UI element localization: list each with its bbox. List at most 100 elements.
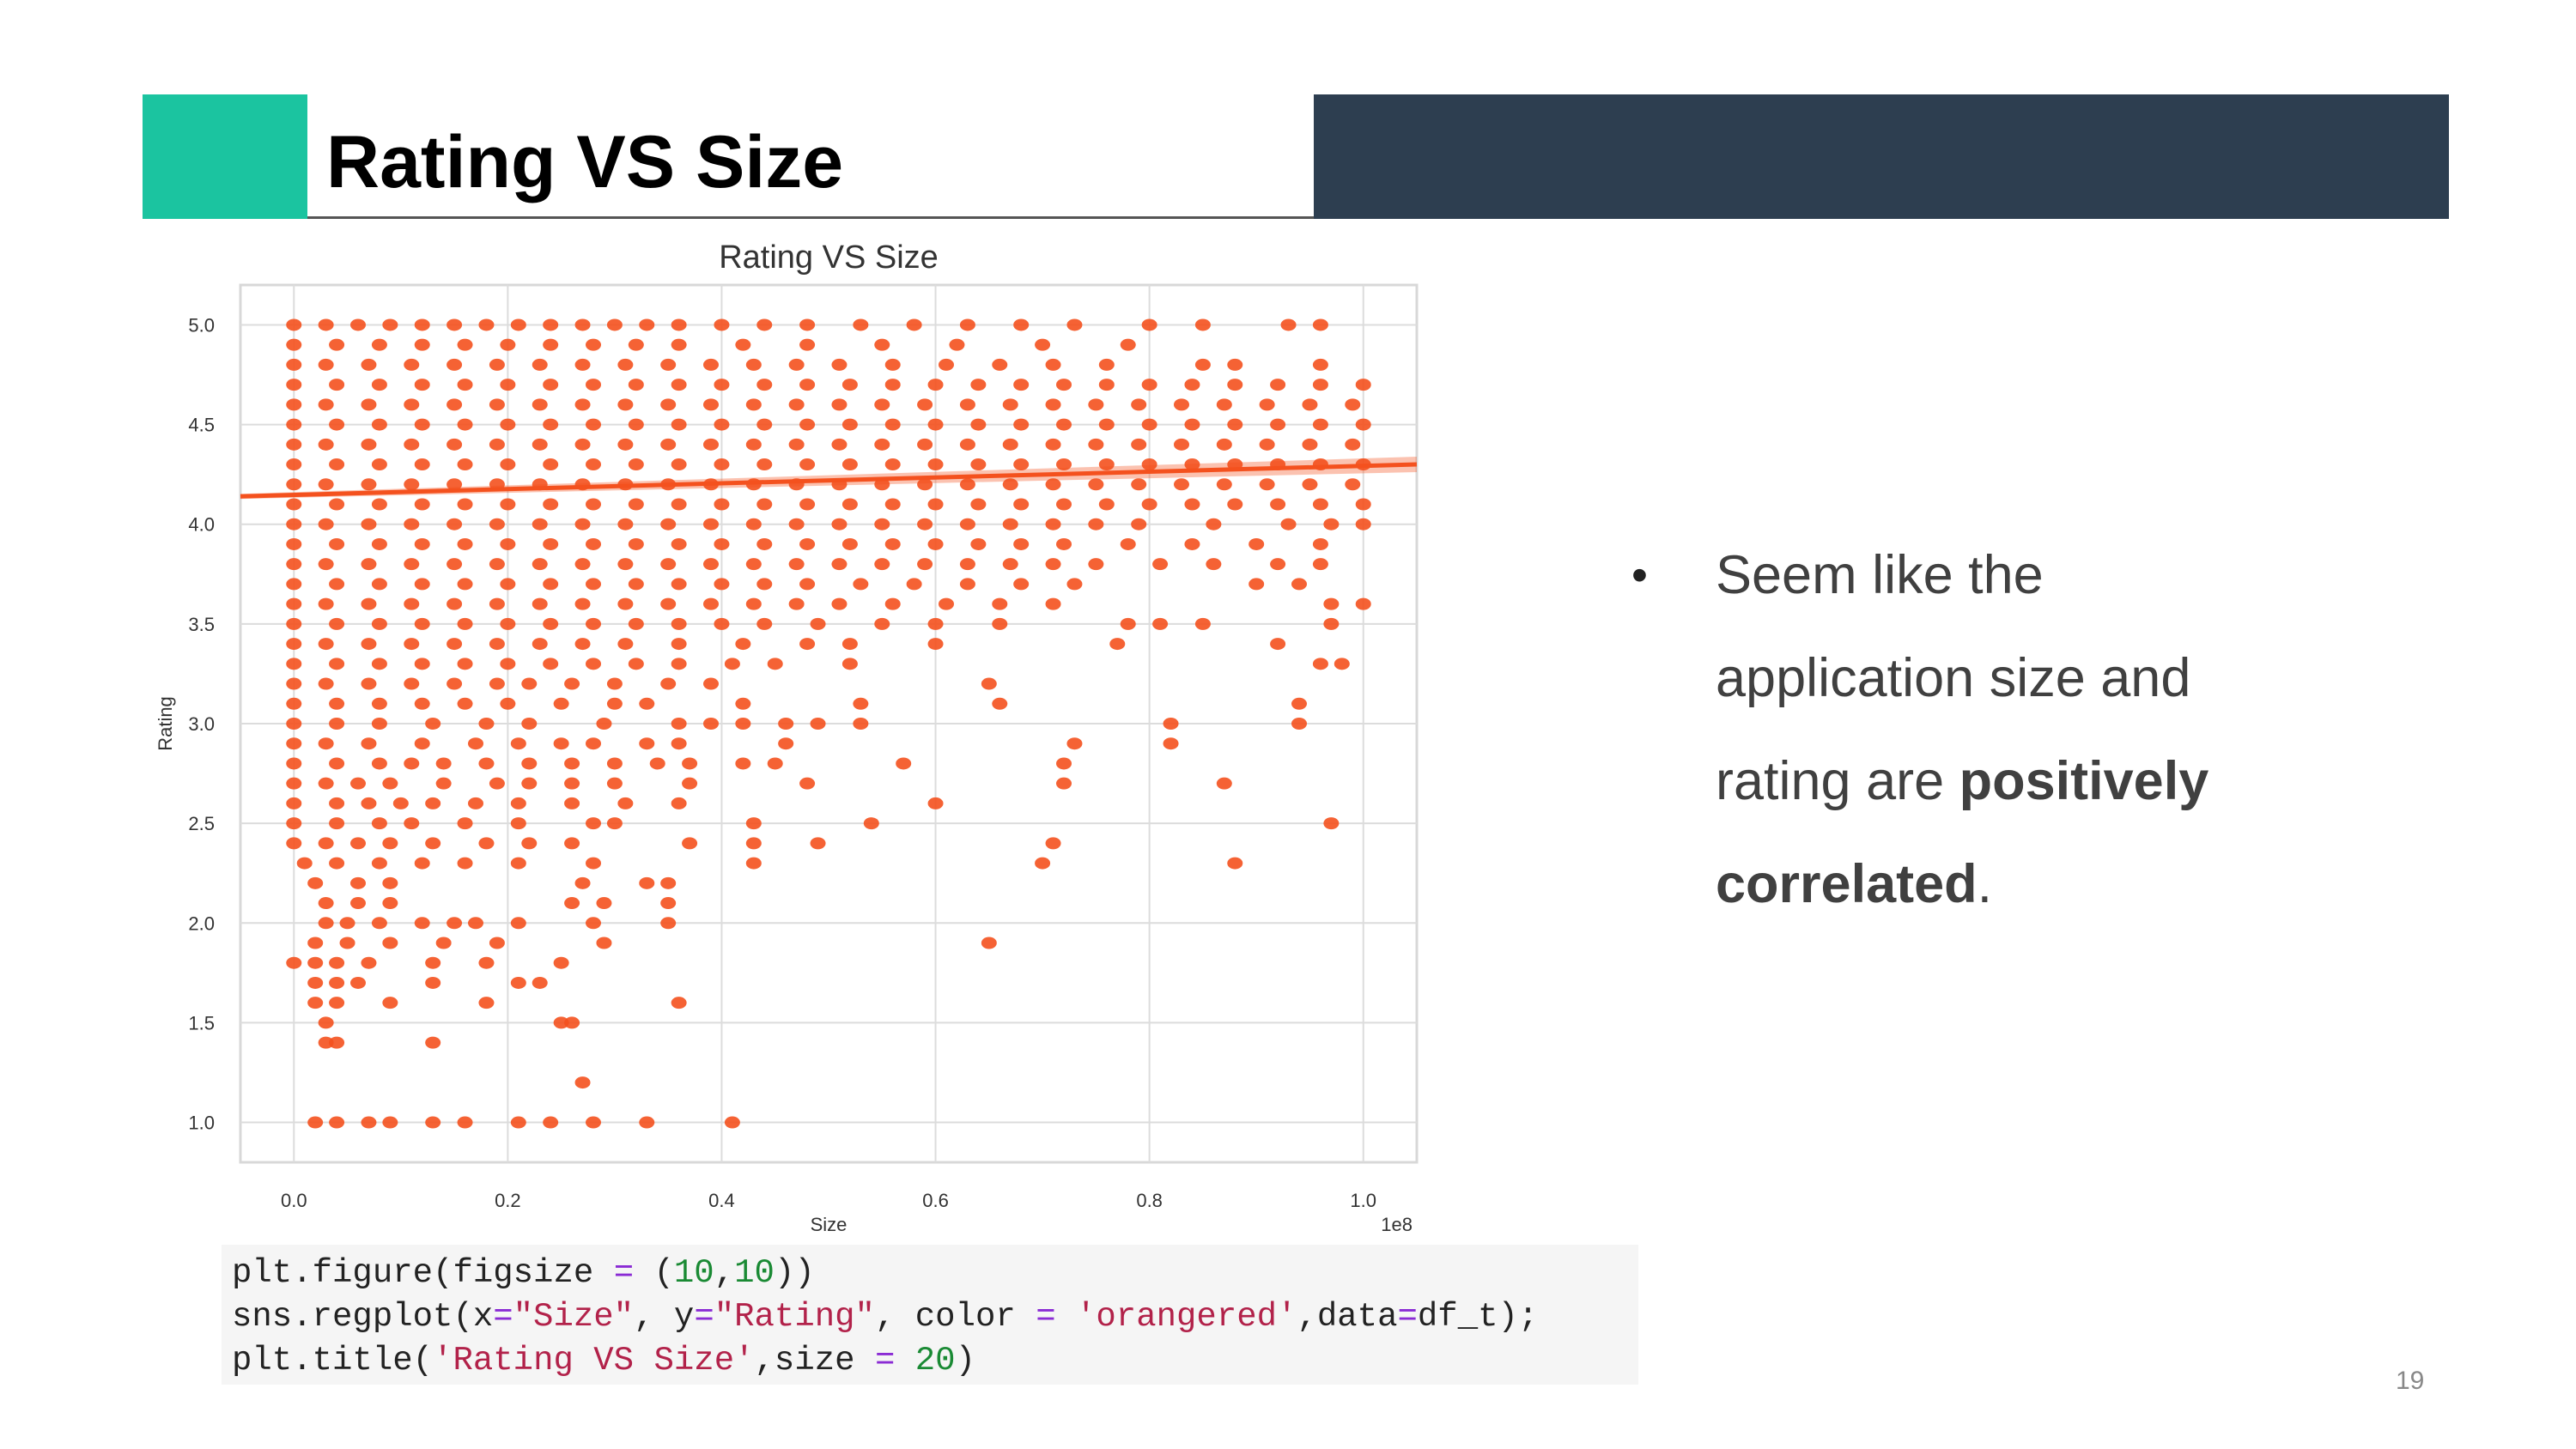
data-point [286,558,302,571]
data-point [447,518,463,530]
data-point [841,458,858,471]
data-point [532,597,548,610]
y-tick-label: 4.0 [188,514,215,536]
data-point [703,398,719,411]
data-point [361,956,377,969]
data-point [617,518,634,530]
data-point [992,617,1008,630]
data-point [1312,558,1328,571]
data-point [799,379,816,391]
data-point [745,558,762,571]
slide-title: Rating VS Size [326,121,844,203]
data-point [1216,398,1232,411]
data-point [756,458,773,471]
x-tick-label: 1.0 [1350,1190,1376,1211]
data-point [286,777,302,790]
data-point [1131,478,1147,491]
data-point [1323,817,1340,830]
data-point [1280,518,1297,530]
data-point [586,578,601,591]
data-point [371,458,387,471]
data-point [1270,498,1286,511]
data-point [1355,379,1371,391]
data-point [414,318,430,331]
data-point [1302,478,1318,491]
chart-title: Rating VS Size [719,239,939,276]
data-point [628,578,644,591]
data-point [671,318,687,331]
data-point [425,718,441,730]
data-point [1323,597,1340,610]
data-point [1098,418,1115,431]
data-point [382,937,398,949]
data-point [361,438,377,451]
data-point [671,797,687,809]
data-point [1184,537,1200,550]
data-point [318,518,334,530]
data-point [1045,478,1061,491]
data-point [1355,418,1371,431]
data-point [543,338,559,351]
data-point [788,597,805,610]
data-point [1194,358,1211,371]
data-point [414,917,430,930]
data-point [863,817,879,830]
data-point [586,379,601,391]
data-point [286,718,302,730]
data-point [756,537,773,550]
title-accent-block [143,94,307,219]
code-line-3: plt.title('Rating VS Size',size = 20) [232,1342,975,1379]
data-point [371,757,387,770]
data-point [510,318,526,331]
data-point [307,956,324,969]
data-point [799,458,816,471]
data-point [586,458,601,471]
data-point [457,817,473,830]
data-point [350,777,366,790]
data-point [660,558,677,571]
data-point [853,697,869,710]
data-point [361,797,377,809]
data-point [756,578,773,591]
data-point [981,677,997,690]
data-point [318,917,334,930]
data-point [318,398,334,411]
code-line-1: plt.figure(figsize = (10,10)) [232,1254,815,1292]
data-point [831,558,848,571]
data-point [404,597,420,610]
data-point [1109,638,1126,651]
data-point [1045,358,1061,371]
data-point [329,658,345,670]
data-point [1174,398,1189,411]
data-point [714,617,730,630]
data-point [927,617,944,630]
data-point [286,817,302,830]
data-point [1141,318,1157,331]
data-point [1088,438,1104,451]
data-point [628,617,644,630]
data-point [617,797,634,809]
data-point [435,777,452,790]
data-point [414,379,430,391]
data-point [745,398,762,411]
data-point [884,358,901,371]
data-point [606,697,623,710]
data-point [1345,438,1361,451]
data-point [1002,478,1018,491]
data-point [1141,418,1157,431]
data-point [853,718,869,730]
data-point [318,897,334,910]
data-point [371,718,387,730]
data-point [939,597,954,610]
data-point [649,757,665,770]
data-point [841,658,858,670]
data-point [1291,697,1307,710]
data-point [404,638,420,651]
data-point [1152,558,1169,571]
data-point [500,458,516,471]
data-point [1206,558,1222,571]
bullet-bold-text: positively correlated [1716,751,2209,914]
data-point [286,638,302,651]
data-point [447,597,463,610]
data-point [1045,398,1061,411]
